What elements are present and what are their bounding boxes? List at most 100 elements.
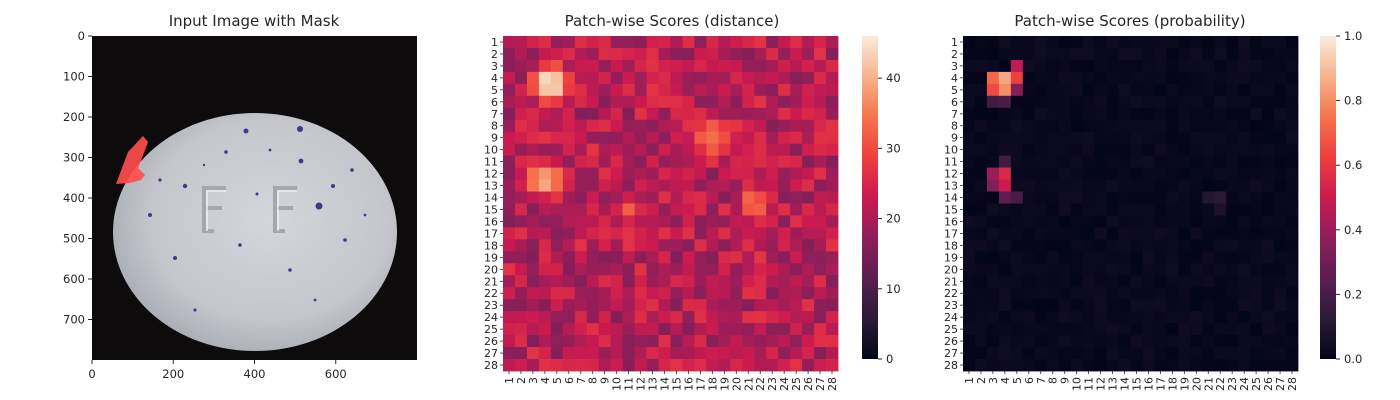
- heatmap-cell: [1058, 299, 1072, 312]
- heatmap-cell: [1082, 167, 1095, 180]
- heatmap-cell: [550, 143, 564, 157]
- x-tick-label: 26: [1262, 377, 1275, 391]
- heatmap-cell: [634, 131, 647, 145]
- heatmap-cell: [742, 143, 755, 157]
- heatmap-cell: [1010, 47, 1024, 61]
- heatmap-cell: [814, 239, 827, 252]
- x-tick-label: 20: [730, 377, 743, 391]
- heatmap-cell: [1202, 119, 1215, 133]
- heatmap-cell: [1154, 299, 1167, 312]
- heatmap-cell: [682, 287, 695, 300]
- heatmap-cell: [718, 83, 731, 97]
- heatmap-cell: [550, 299, 564, 312]
- heatmap-cell: [586, 119, 600, 133]
- heatmap-cell: [1250, 227, 1263, 240]
- heatmap-cell: [1178, 227, 1191, 240]
- heatmap-cell: [986, 107, 1000, 121]
- heatmap-cell: [1130, 47, 1143, 61]
- heatmap-cell: [1058, 251, 1072, 264]
- heatmap-cell: [814, 47, 827, 61]
- heatmap-cell: [670, 36, 683, 49]
- heatmap-cell: [802, 347, 815, 360]
- heatmap-cell: [1226, 335, 1239, 348]
- heatmap-cell: [514, 359, 528, 372]
- heatmap-cell: [1130, 323, 1143, 336]
- heatmap-cell: [1022, 239, 1036, 252]
- heatmap-cell: [1154, 95, 1167, 109]
- heatmap-cell: [1058, 131, 1072, 145]
- heatmap-cell: [646, 143, 659, 157]
- heatmap-cell: [574, 95, 588, 109]
- heatmap-cell: [1094, 311, 1107, 324]
- heatmap-cell: [1262, 251, 1275, 264]
- heatmap-cell: [986, 47, 1000, 61]
- heatmap-cell: [1238, 335, 1251, 348]
- heatmap-cell: [974, 227, 988, 240]
- heatmap-cell: [550, 239, 564, 252]
- heatmap-cell: [766, 215, 779, 228]
- heatmap-cell: [706, 323, 719, 336]
- heatmap-cell: [1130, 83, 1143, 97]
- heatmap-cell: [1130, 167, 1143, 180]
- heatmap-cell: [1118, 239, 1131, 252]
- heatmap-cell: [646, 203, 659, 216]
- heatmap-cell: [730, 71, 743, 85]
- heatmap-cell: [526, 107, 540, 121]
- heatmap-cell: [963, 347, 976, 360]
- heatmap-cell: [1142, 47, 1155, 61]
- heatmap-cell: [670, 179, 683, 192]
- heatmap-cell: [1250, 155, 1263, 168]
- heatmap-cell: [706, 36, 719, 49]
- heatmap-cell: [694, 359, 707, 372]
- heatmap-cell: [610, 275, 624, 288]
- heatmap-cell: [658, 287, 671, 300]
- heatmap-cell: [598, 251, 612, 264]
- heatmap-cell: [1094, 347, 1107, 360]
- y-tick-label: 14: [484, 192, 498, 205]
- heatmap-cell: [814, 167, 827, 180]
- heatmap-cell: [1142, 299, 1155, 312]
- heatmap-cell: [1010, 167, 1024, 180]
- heatmap-cell: [682, 119, 695, 133]
- heatmap-cell: [1262, 119, 1275, 133]
- heatmap-cell: [1166, 107, 1179, 121]
- heatmap-cell: [998, 143, 1012, 157]
- x-tick-label: 14: [1119, 377, 1132, 391]
- heatmap-cell: [778, 347, 791, 360]
- heatmap-cell: [1190, 71, 1203, 85]
- heatmap-cell: [1250, 167, 1263, 180]
- heatmap-cell: [1130, 179, 1143, 192]
- heatmap-cell: [1214, 299, 1227, 312]
- heatmap-cell: [1010, 275, 1024, 288]
- heatmap-cell: [586, 287, 600, 300]
- heatmap-cell: [1178, 263, 1191, 276]
- heatmap-cell: [1034, 251, 1048, 264]
- heatmap-cell: [1130, 335, 1143, 348]
- heatmap-cell: [802, 263, 815, 276]
- heatmap-cell: [526, 167, 540, 180]
- heatmap-cell: [1106, 203, 1119, 216]
- heatmap-cell: [1070, 359, 1084, 372]
- y-tick-label: 21: [484, 275, 498, 288]
- heatmap-cell: [1034, 203, 1048, 216]
- heatmap-cell: [766, 275, 779, 288]
- y-tick-label: 600: [63, 272, 85, 286]
- heatmap-cell: [1190, 36, 1203, 49]
- heatmap-cell: [622, 335, 635, 348]
- heatmap-cell: [1058, 143, 1072, 157]
- x-tick-label: 12: [1095, 377, 1108, 391]
- heatmap-cell: [550, 36, 564, 49]
- heatmap-cell: [1094, 95, 1107, 109]
- heatmap-cell: [1046, 131, 1060, 145]
- heatmap-cell: [1130, 143, 1143, 157]
- heatmap-cell: [1082, 107, 1095, 121]
- heatmap-cell: [1010, 143, 1024, 157]
- heatmap-cell: [682, 359, 695, 372]
- heatmap-cell: [1058, 347, 1072, 360]
- x-tick-label: 26: [802, 377, 815, 391]
- heatmap-cell: [634, 95, 647, 109]
- heatmap-cell: [1178, 47, 1191, 61]
- heatmap-cell: [814, 287, 827, 300]
- heatmap-cell: [1178, 119, 1191, 133]
- heatmap-cell: [514, 203, 528, 216]
